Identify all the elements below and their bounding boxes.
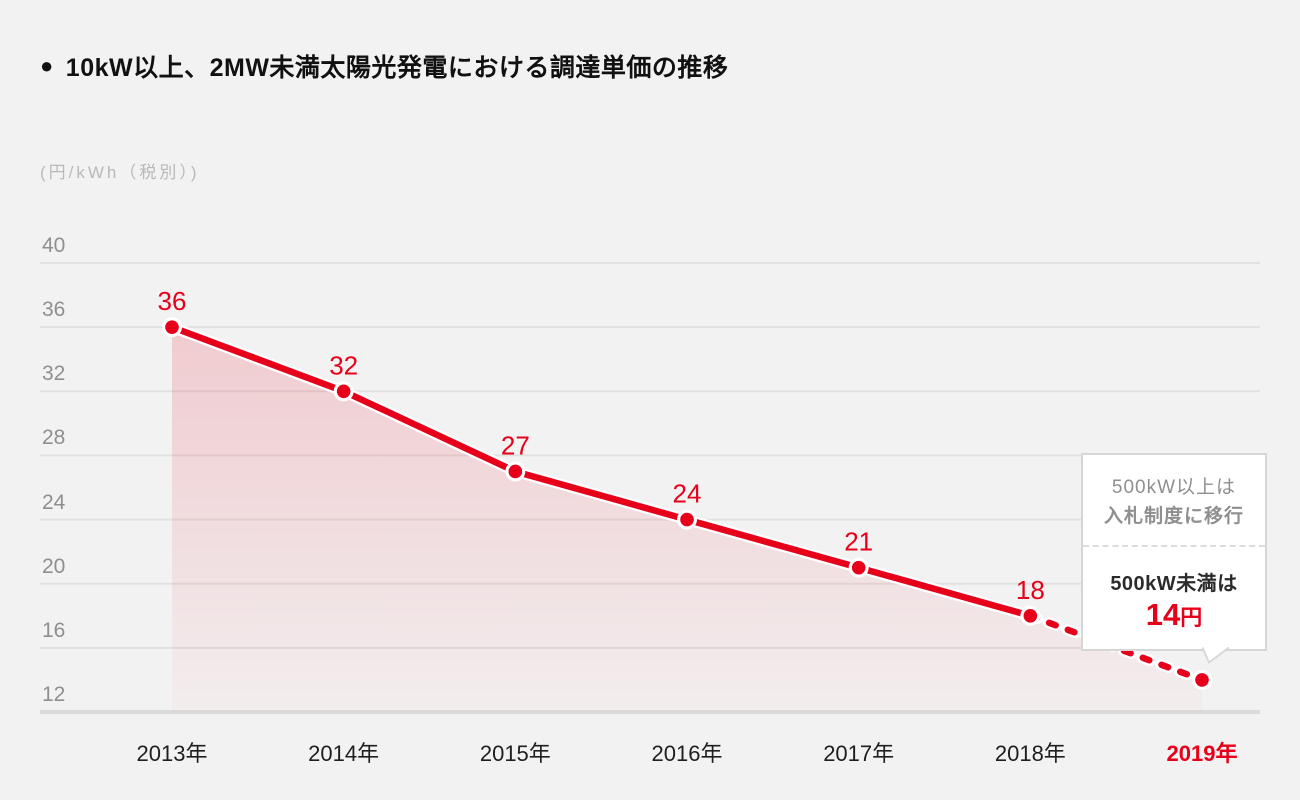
callout-price-unit: 円: [1180, 604, 1203, 630]
x-tick-label-2017年: 2017年: [823, 741, 895, 766]
x-tick-label-2019年: 2019年: [1166, 741, 1238, 766]
callout-top-section: 500kW以上は 入札制度に移行: [1083, 455, 1265, 547]
data-label-2014年: 32: [329, 350, 358, 380]
callout-tail-pointer: [1202, 647, 1230, 664]
y-tick-label-32: 32: [42, 362, 66, 386]
data-point-2018年: [1023, 608, 1038, 623]
callout-box: 500kW以上は 入札制度に移行 500kW未満は 14円: [1081, 453, 1267, 664]
y-tick-label-36: 36: [42, 298, 66, 322]
data-point-2017年: [851, 560, 866, 575]
y-tick-label-12: 12: [42, 683, 66, 706]
callout-price: 14円: [1146, 599, 1203, 630]
price-line-solid: [168, 323, 1034, 620]
data-point-2014年: [336, 384, 351, 399]
x-tick-label-2016年: 2016年: [651, 741, 723, 766]
y-tick-label-16: 16: [42, 618, 66, 642]
y-axis-unit-label: (円/kWh（税別）): [40, 163, 200, 182]
data-point-2015年: [508, 464, 523, 479]
data-label-2016年: 24: [673, 479, 702, 509]
title-bullet-icon: ●: [40, 53, 54, 78]
data-label-2018年: 18: [1016, 575, 1045, 605]
callout-top-line1: 500kW以上は: [1111, 477, 1237, 498]
data-label-2013年: 36: [158, 286, 187, 316]
data-point-2016年: [680, 512, 694, 527]
page-title-text: 10kW以上、2MW未満太陽光発電における調達単価の推移: [65, 54, 729, 82]
data-point-2013年: [165, 320, 179, 334]
page-title: ● 10kW以上、2MW未満太陽光発電における調達単価の推移: [40, 48, 728, 84]
callout-bottom-section: 500kW未満は 14円: [1083, 547, 1265, 649]
callout-price-value: 14: [1145, 596, 1181, 632]
callout-condition-text: 500kW未満は: [1110, 572, 1238, 595]
data-label-2015年: 27: [501, 430, 530, 460]
data-point-2019年: [1195, 673, 1209, 687]
x-tick-label-2015年: 2015年: [479, 741, 551, 766]
y-tick-label-20: 20: [42, 554, 66, 578]
callout-top-line2: 入札制度に移行: [1103, 506, 1244, 527]
x-tick-label-2014年: 2014年: [308, 741, 380, 766]
x-tick-label-2018年: 2018年: [994, 741, 1066, 766]
x-tick-label-2013年: 2013年: [136, 741, 208, 766]
data-label-2017年: 21: [844, 527, 873, 557]
y-tick-label-28: 28: [42, 426, 66, 450]
y-tick-label-24: 24: [42, 490, 66, 514]
y-tick-label-40: 40: [42, 234, 66, 257]
